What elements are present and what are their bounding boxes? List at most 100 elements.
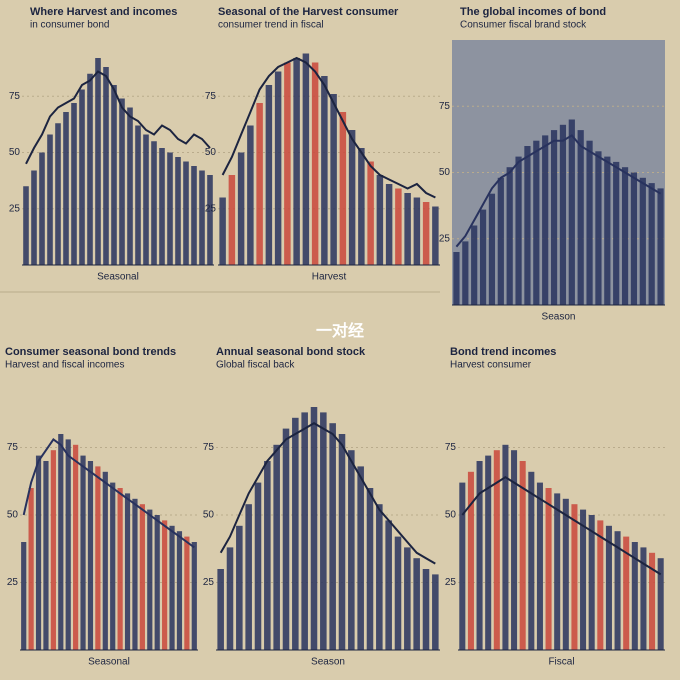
bar	[284, 62, 291, 265]
chart-title: Where Harvest and incomes	[30, 6, 177, 18]
y-tick-label: 75	[439, 101, 451, 112]
bar	[159, 148, 165, 265]
bar	[79, 89, 85, 265]
y-tick-label: 25	[445, 577, 457, 588]
bar	[247, 125, 254, 265]
chart-subtitle: consumer trend in fiscal	[218, 20, 324, 31]
bar	[605, 525, 612, 650]
bar	[35, 455, 42, 650]
x-axis-label: Seasonal	[88, 657, 130, 668]
bar	[151, 141, 157, 265]
bar	[183, 161, 189, 265]
bar	[554, 493, 561, 650]
bar	[274, 71, 282, 265]
bar	[310, 407, 318, 650]
bar	[597, 520, 604, 650]
bar	[50, 450, 56, 650]
bar	[640, 547, 647, 650]
bar	[311, 62, 319, 265]
bar	[519, 461, 526, 650]
bar	[639, 177, 646, 305]
bar	[376, 175, 384, 265]
bar	[385, 520, 392, 650]
y-tick-label: 25	[9, 203, 21, 214]
y-tick-label: 25	[439, 233, 451, 244]
bar	[657, 188, 664, 305]
chart-subtitle: Harvest and fiscal incomes	[5, 360, 125, 371]
chart-title: Annual seasonal bond stock	[216, 346, 366, 358]
bar	[631, 542, 638, 650]
bar	[580, 509, 587, 650]
bar	[462, 241, 469, 305]
bar	[162, 520, 168, 650]
bar	[111, 85, 117, 265]
bar	[102, 471, 108, 650]
bar	[559, 124, 567, 305]
bar	[586, 140, 593, 305]
bar	[358, 148, 365, 265]
bar	[95, 58, 101, 265]
overlay-text: 一对经	[316, 321, 364, 340]
bar	[264, 461, 271, 650]
trend-line	[461, 476, 662, 576]
bar	[47, 134, 53, 265]
bar	[404, 193, 411, 265]
x-axis-label: Seasonal	[97, 272, 139, 283]
trend-line	[221, 56, 436, 199]
bar	[199, 170, 205, 265]
bar	[485, 455, 492, 650]
bar	[432, 206, 439, 265]
bar	[488, 193, 496, 305]
bar	[23, 186, 29, 265]
bar	[493, 450, 500, 650]
bar	[528, 471, 535, 650]
bar	[621, 167, 629, 305]
bar	[395, 188, 402, 265]
y-tick-label: 25	[7, 577, 19, 588]
bar	[649, 552, 656, 650]
bar	[65, 439, 71, 650]
bar	[147, 509, 153, 650]
bar	[103, 67, 109, 265]
bar	[95, 466, 101, 650]
bar	[404, 547, 411, 650]
bar	[119, 98, 125, 265]
chart-subtitle: in consumer bond	[30, 20, 110, 31]
bar	[550, 130, 558, 305]
bar	[265, 85, 273, 265]
y-tick-label: 25	[203, 577, 215, 588]
y-tick-label: 75	[205, 91, 217, 102]
bar	[176, 531, 183, 650]
bar	[321, 76, 328, 265]
bar	[533, 140, 540, 305]
bar	[657, 558, 664, 650]
bar	[515, 156, 522, 305]
bar	[453, 252, 460, 305]
bar	[87, 461, 94, 650]
y-tick-label: 75	[7, 442, 19, 453]
bar	[293, 58, 300, 265]
bar	[39, 152, 45, 265]
chart-title: Consumer seasonal bond trends	[5, 346, 176, 358]
bar	[175, 157, 181, 265]
bar	[184, 536, 190, 650]
bar	[366, 488, 374, 650]
chart-subtitle: Global fiscal back	[216, 360, 295, 371]
bar	[302, 53, 310, 265]
y-tick-label: 50	[445, 510, 457, 521]
x-axis-label: Season	[542, 312, 576, 323]
trend-line	[455, 134, 662, 248]
bar	[273, 444, 280, 650]
bar	[338, 434, 346, 650]
bar	[169, 525, 175, 650]
bar	[21, 542, 27, 650]
bar	[132, 498, 138, 650]
bar	[385, 184, 393, 265]
bar	[217, 569, 224, 650]
chart-title: Seasonal of the Harvest consumer	[218, 6, 399, 18]
bar	[71, 103, 77, 265]
bar	[357, 466, 364, 650]
bar	[226, 547, 234, 650]
